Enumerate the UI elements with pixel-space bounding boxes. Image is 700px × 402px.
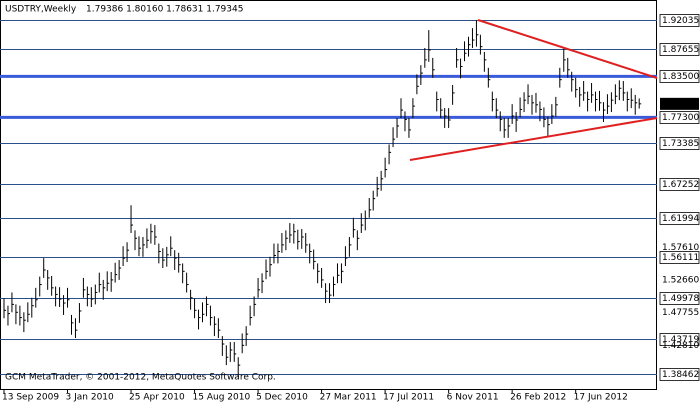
chart-title: USDTRY,Weekly — [5, 5, 77, 15]
y-tick-label: 1.43719 — [662, 335, 699, 345]
scale-label: 1.42810 — [662, 341, 699, 351]
tick-label-box — [659, 251, 700, 264]
tick-label-box — [659, 14, 700, 27]
tick-label-box — [659, 212, 700, 225]
x-tick-label: 26 Feb 2012 — [510, 393, 566, 402]
x-tick-label: 17 Jun 2012 — [574, 393, 628, 402]
tick-label-box — [659, 70, 700, 83]
y-tick-label: 1.56111 — [662, 253, 699, 263]
y-tick-label: 1.38462 — [662, 370, 699, 380]
last-price-label: 1.79345 — [662, 99, 699, 109]
y-axis: 1.92035 1.87655 1.83500 1.77300 1.73385 1.672… — [659, 14, 700, 381]
x-tick-label: 15 Aug 2010 — [193, 393, 251, 402]
tick-label-box — [659, 368, 700, 381]
tick-label-box — [659, 178, 700, 191]
scale-label: 1.52660 — [662, 276, 699, 286]
scale-label: 1.57610 — [662, 243, 699, 253]
y-tick-label: 1.83500 — [662, 72, 699, 82]
last-price-box — [660, 97, 699, 110]
footer: GCM MetaTrader, © 2001-2012, MetaQuotes … — [5, 373, 276, 383]
y-tick-label: 1.67252 — [662, 180, 699, 190]
scale-label: 1.47755 — [662, 308, 699, 318]
x-tick-label: 25 Apr 2010 — [129, 393, 185, 402]
y-tick-label: 1.87655 — [662, 45, 699, 55]
x-tick-label: 3 Jan 2010 — [66, 393, 114, 402]
plot-frame — [0, 0, 657, 390]
tick-label-box — [659, 137, 700, 150]
tick-label-box — [659, 333, 700, 346]
x-tick-label: 5 Dec 2010 — [256, 393, 308, 402]
trend-line — [477, 19, 658, 79]
y-tick-label: 1.61994 — [662, 214, 699, 224]
trend-line — [409, 117, 658, 161]
x-tick-label: 13 Sep 2009 — [2, 393, 59, 402]
y-tick-label: 1.49978 — [662, 294, 699, 304]
tick-label-box — [659, 43, 700, 56]
x-tick-label: 27 Mar 2011 — [320, 393, 377, 402]
x-tick-label: 17 Jul 2011 — [383, 393, 434, 402]
y-tick-label: 1.92035 — [662, 16, 699, 26]
tick-label-box — [659, 292, 700, 305]
chart-subtitle: 1.79386 1.80160 1.78631 1.79345 — [86, 5, 243, 15]
y-tick-label: 1.73385 — [662, 139, 699, 149]
tick-label-box — [659, 111, 700, 124]
x-tick-label: 6 Nov 2011 — [447, 393, 499, 402]
y-tick-label: 1.77300 — [662, 113, 699, 123]
bars — [3, 20, 642, 378]
